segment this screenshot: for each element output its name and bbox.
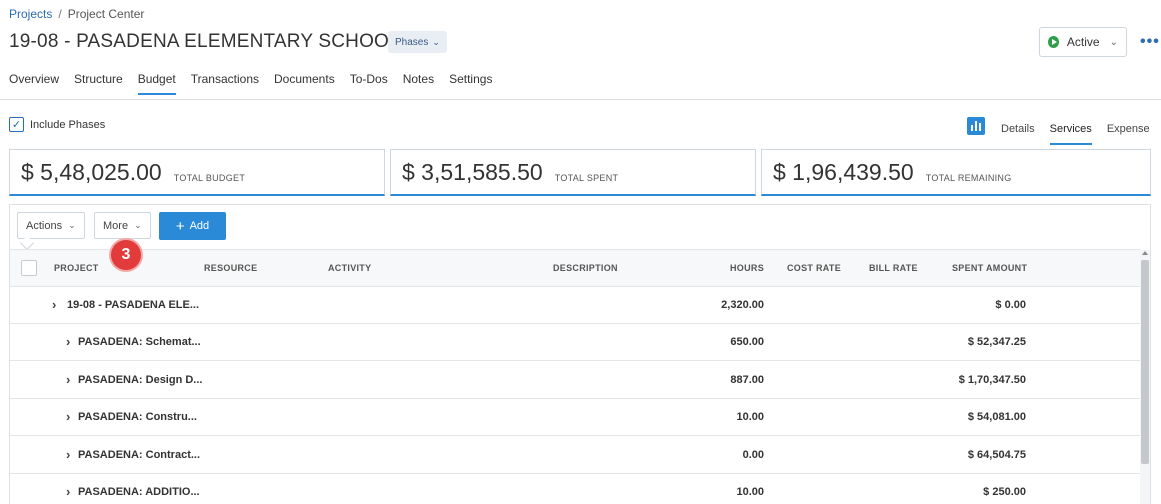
bar-chart-icon[interactable] bbox=[967, 117, 985, 135]
row-project: PASADENA: Design D... bbox=[78, 374, 203, 386]
chevron-right-icon[interactable]: › bbox=[66, 334, 71, 349]
column-description[interactable]: DESCRIPTION bbox=[553, 263, 618, 273]
row-spent-amount: $ 52,347.25 bbox=[967, 336, 1026, 348]
total-spent-label: TOTAL SPENT bbox=[554, 172, 619, 183]
include-phases-option: ✓ Include Phases bbox=[9, 117, 105, 132]
chevron-right-icon[interactable]: › bbox=[66, 409, 71, 424]
scrollbar-thumb[interactable] bbox=[1141, 260, 1149, 464]
total-remaining-label: TOTAL REMAINING bbox=[925, 172, 1012, 183]
more-horizontal-icon[interactable]: ••• bbox=[1140, 33, 1160, 50]
add-label: Add bbox=[189, 220, 210, 232]
column-activity[interactable]: ACTIVITY bbox=[328, 263, 372, 273]
total-spent-amount: $ 3,51,585.50 bbox=[402, 158, 543, 185]
chevron-right-icon[interactable]: › bbox=[66, 372, 71, 387]
row-project: PASADENA: Schemat... bbox=[78, 336, 201, 348]
row-hours: 10.00 bbox=[736, 486, 764, 498]
total-spent-card: $ 3,51,585.50 TOTAL SPENT bbox=[390, 149, 756, 196]
tab-notes[interactable]: Notes bbox=[402, 72, 435, 86]
total-remaining-amount: $ 1,96,439.50 bbox=[773, 158, 914, 185]
more-label: More bbox=[103, 219, 129, 232]
row-spent-amount: $ 64,504.75 bbox=[967, 449, 1026, 461]
row-spent-amount: $ 1,70,347.50 bbox=[958, 374, 1026, 386]
phases-label: Phases bbox=[395, 36, 429, 48]
tabs-divider bbox=[0, 99, 1161, 100]
row-hours: 2,320.00 bbox=[721, 299, 764, 311]
row-spent-amount: $ 250.00 bbox=[983, 486, 1026, 498]
row-hours: 0.00 bbox=[742, 449, 764, 461]
more-button[interactable]: More ⌄ bbox=[94, 212, 151, 239]
row-hours: 10.00 bbox=[736, 411, 764, 423]
total-remaining-card: $ 1,96,439.50 TOTAL REMAINING bbox=[761, 149, 1151, 196]
tab-documents[interactable]: Documents bbox=[274, 72, 335, 86]
actions-label: Actions bbox=[26, 219, 63, 232]
include-phases-label: Include Phases bbox=[30, 118, 106, 131]
page-title: 19-08 - PASADENA ELEMENTARY SCHOOL bbox=[9, 31, 400, 52]
row-project: 19-08 - PASADENA ELE... bbox=[67, 299, 200, 311]
view-tabs: Details Services Expense bbox=[1001, 123, 1161, 145]
row-hours: 650.00 bbox=[730, 336, 764, 348]
plus-icon: + bbox=[175, 217, 185, 235]
add-button[interactable]: + Add bbox=[159, 212, 226, 240]
breadcrumb: Projects / Project Center bbox=[9, 7, 144, 21]
chevron-right-icon[interactable]: › bbox=[66, 484, 71, 499]
actions-button[interactable]: Actions ⌄ bbox=[17, 212, 85, 239]
status-label: Active bbox=[1066, 35, 1100, 49]
breadcrumb-separator: / bbox=[58, 7, 62, 21]
row-project: PASADENA: Contract... bbox=[78, 449, 201, 461]
column-resource[interactable]: RESOURCE bbox=[204, 263, 258, 273]
column-hours[interactable]: HOURS bbox=[730, 263, 765, 273]
chevron-right-icon[interactable]: › bbox=[66, 447, 71, 462]
phases-dropdown[interactable]: Phases ⌄ bbox=[388, 31, 447, 53]
table-header: PROJECT RESOURCE ACTIVITY DESCRIPTION HO… bbox=[10, 249, 1140, 287]
column-cost-rate[interactable]: COST RATE bbox=[787, 263, 842, 273]
tab-structure[interactable]: Structure bbox=[74, 72, 123, 86]
tab-transactions[interactable]: Transactions bbox=[190, 72, 259, 86]
status-dropdown[interactable]: Active ⌄ bbox=[1039, 27, 1127, 57]
row-spent-amount: $ 0.00 bbox=[995, 299, 1026, 311]
play-circle-icon bbox=[1048, 36, 1059, 48]
table-row[interactable]: › PASADENA: Design D... 887.00 $ 1,70,34… bbox=[10, 362, 1140, 399]
include-phases-checkbox[interactable]: ✓ bbox=[9, 117, 24, 132]
select-all-checkbox[interactable] bbox=[21, 260, 37, 276]
chevron-down-icon: ⌄ bbox=[1109, 36, 1118, 48]
step-number-badge: 3 bbox=[111, 240, 141, 270]
breadcrumb-projects-link[interactable]: Projects bbox=[9, 7, 53, 21]
tab-to-dos[interactable]: To-Dos bbox=[349, 72, 388, 86]
chevron-down-icon: ⌄ bbox=[68, 220, 76, 230]
total-budget-card: $ 5,48,025.00 TOTAL BUDGET bbox=[9, 149, 385, 196]
scroll-up-arrow-icon[interactable] bbox=[1142, 251, 1148, 255]
tab-expense[interactable]: Expense bbox=[1106, 123, 1150, 135]
breadcrumb-current: Project Center bbox=[67, 7, 145, 21]
table-row[interactable]: › PASADENA: Constru... 10.00 $ 54,081.00 bbox=[10, 399, 1140, 436]
tab-settings[interactable]: Settings bbox=[449, 72, 493, 86]
tab-details[interactable]: Details bbox=[1001, 123, 1035, 135]
column-bill-rate[interactable]: BILL RATE bbox=[869, 263, 918, 273]
table-row[interactable]: › PASADENA: Schemat... 650.00 $ 52,347.2… bbox=[10, 324, 1140, 361]
table-row[interactable]: › 19-08 - PASADENA ELE... 2,320.00 $ 0.0… bbox=[10, 287, 1140, 324]
total-budget-label: TOTAL BUDGET bbox=[173, 172, 246, 183]
budget-services-panel bbox=[9, 204, 1151, 504]
total-budget-amount: $ 5,48,025.00 bbox=[21, 158, 162, 185]
tab-services[interactable]: Services bbox=[1049, 123, 1092, 145]
chevron-down-icon: ⌄ bbox=[432, 36, 440, 47]
chevron-down-icon: ⌄ bbox=[134, 220, 142, 230]
column-project[interactable]: PROJECT bbox=[54, 263, 99, 273]
row-spent-amount: $ 54,081.00 bbox=[967, 411, 1026, 423]
tab-overview[interactable]: Overview bbox=[9, 72, 60, 86]
project-tabs: Overview Structure Budget Transactions D… bbox=[9, 72, 507, 95]
table-row[interactable]: › PASADENA: Contract... 0.00 $ 64,504.75 bbox=[10, 437, 1140, 474]
row-project: PASADENA: ADDITIO... bbox=[78, 486, 200, 498]
row-project: PASADENA: Constru... bbox=[78, 411, 197, 423]
column-spent-amount[interactable]: SPENT AMOUNT bbox=[952, 263, 1028, 273]
check-icon: ✓ bbox=[11, 119, 22, 131]
tab-budget[interactable]: Budget bbox=[137, 72, 176, 95]
table-row[interactable]: › PASADENA: ADDITIO... 10.00 $ 250.00 bbox=[10, 474, 1140, 504]
chevron-right-icon[interactable]: › bbox=[52, 297, 57, 312]
row-hours: 887.00 bbox=[730, 374, 764, 386]
